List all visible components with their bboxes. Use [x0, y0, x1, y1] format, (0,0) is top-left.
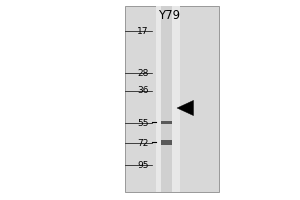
- Polygon shape: [177, 100, 194, 116]
- Text: 55: 55: [137, 118, 148, 128]
- Text: 72: 72: [137, 138, 148, 148]
- Text: 95: 95: [137, 160, 148, 170]
- Bar: [160, 6, 172, 192]
- Bar: [156, 6, 180, 192]
- Bar: [160, 121, 172, 124]
- Text: 28: 28: [137, 68, 148, 77]
- Bar: [124, 6, 219, 192]
- Text: Y79: Y79: [158, 9, 181, 22]
- Text: 36: 36: [137, 86, 148, 95]
- Text: 17: 17: [137, 26, 148, 36]
- Bar: [160, 140, 172, 145]
